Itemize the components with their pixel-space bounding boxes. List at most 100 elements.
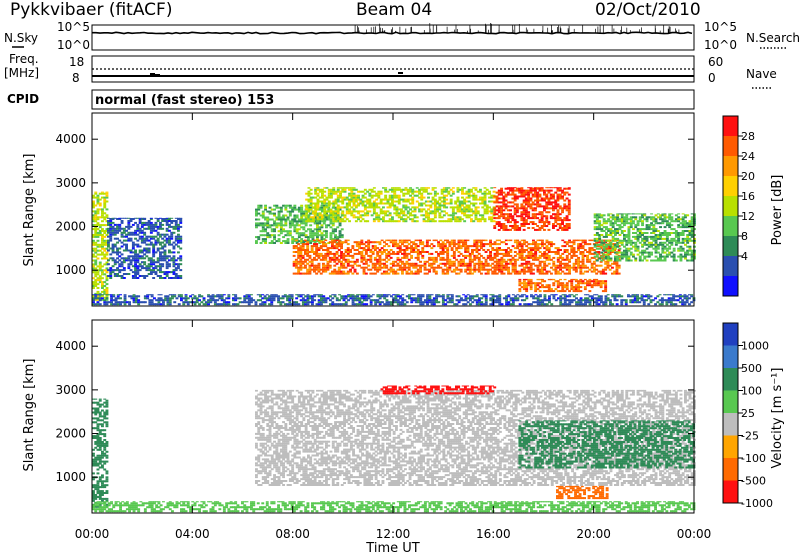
power-echo-cell [414, 243, 418, 246]
power-echo-cell [525, 260, 529, 263]
power-echo-cell [300, 240, 304, 243]
power-echo-cell [426, 295, 429, 298]
power-echo-cell [449, 218, 453, 221]
power-echo-cell [351, 301, 355, 304]
power-echo-cell [367, 295, 371, 298]
power-echo-cell [330, 214, 333, 217]
power-echo-cell [107, 243, 110, 246]
power-echo-cell [504, 217, 508, 220]
power-echo-cell [321, 188, 324, 191]
power-echo-cell [159, 294, 163, 296]
power-echo-cell [277, 297, 280, 300]
power-echo-cell [145, 275, 149, 277]
power-echo-cell [497, 215, 501, 218]
power-echo-cell [403, 252, 407, 255]
power-echo-cell [388, 194, 392, 197]
power-echo-cell [275, 224, 279, 227]
power-echo-cell [101, 230, 104, 232]
power-echo-cell [640, 294, 644, 296]
power-echo-cell [292, 245, 296, 248]
power-echo-cell [149, 263, 153, 266]
power-echo-cell [105, 196, 109, 199]
power-echo-cell [284, 208, 288, 211]
power-echo-cell [101, 235, 104, 238]
power-echo-cell [165, 223, 169, 226]
power-echo-cell [396, 247, 400, 250]
power-echo-cell [168, 235, 171, 238]
power-echo-cell [574, 258, 578, 261]
power-echo-cell [342, 270, 346, 273]
power-echo-cell [398, 249, 402, 251]
power-echo-cell [493, 207, 497, 210]
power-echo-cell [561, 294, 565, 296]
power-echo-cell [509, 239, 513, 242]
power-echo-cell [376, 258, 380, 261]
power-echo-cell [322, 268, 325, 271]
power-echo-cell [291, 224, 295, 227]
power-echo-cell [488, 196, 491, 199]
power-echo-cell [120, 269, 124, 272]
power-echo-cell [534, 209, 537, 212]
power-echo-cell [334, 230, 337, 233]
power-echo-cell [373, 272, 377, 275]
power-echo-cell [568, 295, 572, 298]
power-echo-cell [588, 249, 592, 251]
power-echo-cell [484, 303, 488, 306]
power-echo-cell [116, 223, 119, 226]
power-echo-cell [561, 262, 565, 265]
power-echo-cell [98, 297, 102, 300]
power-echo-cell [333, 258, 337, 261]
power-echo-cell [446, 260, 450, 263]
power-echo-cell [604, 297, 608, 300]
power-echo-cell [101, 243, 104, 246]
power-echo-cell [119, 294, 122, 296]
power-echo-cell [396, 301, 400, 304]
power-echo-cell [350, 206, 354, 209]
power-echo-cell [118, 269, 122, 272]
noise-tick-left-top: 10^5 [57, 20, 90, 34]
power-echo-cell [324, 270, 328, 273]
power-echo-cell [131, 257, 135, 260]
power-echo-cell [379, 212, 383, 215]
power-echo-cell [290, 297, 294, 300]
power-echo-cell [109, 237, 113, 240]
power-echo-cell [581, 258, 585, 261]
power-echo-cell [516, 243, 520, 246]
power-echo-cell [340, 247, 343, 250]
power-echo-cell [484, 260, 488, 263]
power-echo-cell [170, 271, 174, 274]
power-echo-cell [109, 253, 113, 256]
power-echo-cell [96, 234, 100, 236]
power-echo-cell [279, 301, 283, 304]
power-echo-cell [543, 254, 547, 257]
power-echo-cell [602, 301, 606, 304]
power-echo-cell [416, 270, 420, 273]
power-echo-cell [588, 299, 592, 302]
power-echo-cell [609, 299, 612, 302]
power-echo-cell [595, 241, 599, 244]
power-echo-cell [429, 218, 433, 221]
power-echo-cell [343, 214, 347, 217]
power-echo-cell [541, 252, 544, 255]
power-echo-cell [507, 272, 510, 275]
power-echo-cell [92, 200, 95, 203]
power-echo-cell [563, 272, 567, 275]
power-echo-cell [511, 189, 515, 192]
power-echo-cell [498, 294, 502, 296]
power-echo-cell [647, 295, 651, 298]
power-echo-cell [500, 227, 503, 229]
power-echo-cell [301, 260, 305, 263]
power-echo-cell [416, 256, 420, 259]
power-echo-cell [295, 301, 299, 304]
power-echo-cell [588, 301, 592, 304]
power-echo-cell [396, 256, 400, 259]
power-echo-cell [308, 256, 312, 259]
power-echo-cell [574, 262, 578, 265]
power-echo-cell [292, 254, 296, 257]
power-echo-cell [279, 303, 283, 306]
power-echo-cell [525, 254, 529, 257]
power-echo-cell [300, 208, 304, 211]
power-echo-cell [422, 214, 426, 217]
power-echo-cell [291, 210, 295, 213]
power-echo-cell [288, 210, 292, 213]
